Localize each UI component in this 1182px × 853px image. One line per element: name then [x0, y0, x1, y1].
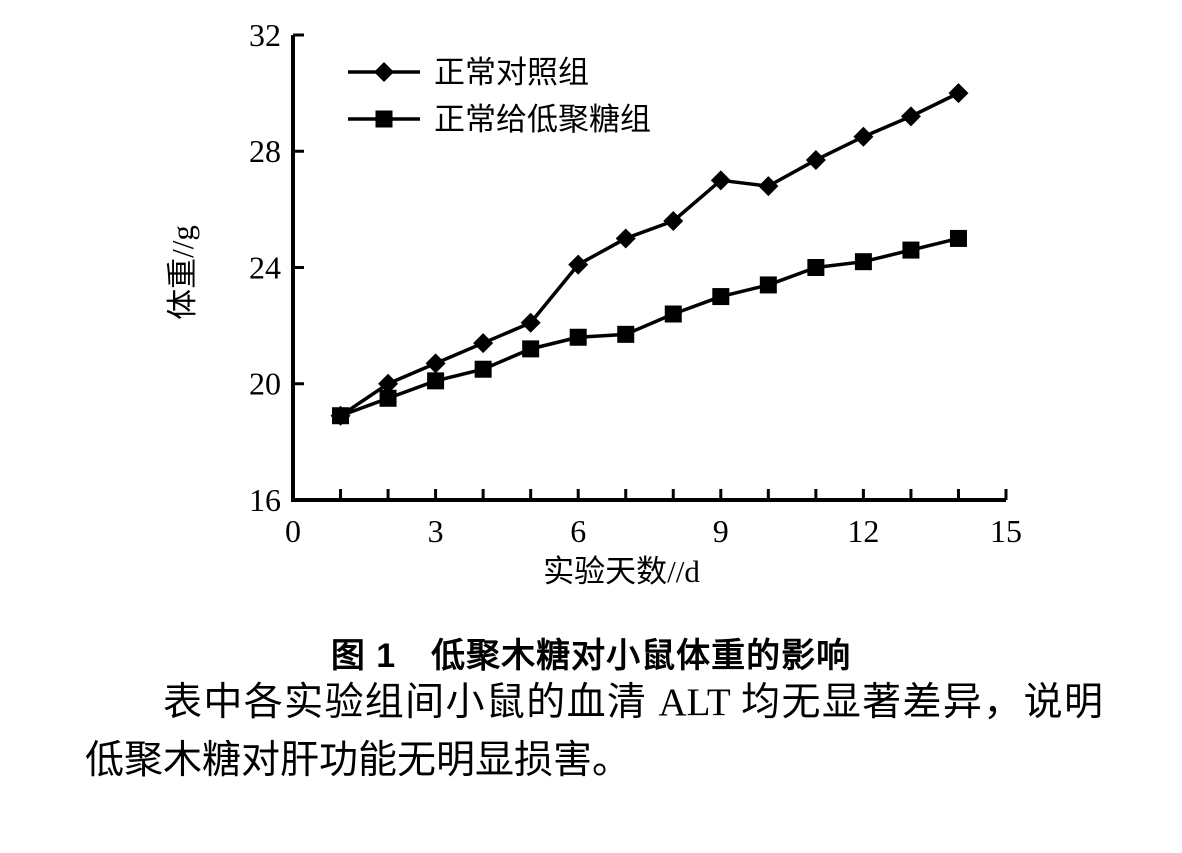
- data-point-square: [379, 389, 397, 407]
- data-point-square: [949, 229, 967, 247]
- data-point-diamond: [378, 373, 399, 394]
- y-tick-label: 28: [249, 133, 281, 169]
- data-point-diamond: [948, 83, 969, 104]
- data-point-square: [807, 259, 825, 276]
- x-tick-label: 9: [713, 513, 729, 549]
- legend-entry-label-0: 正常对照组: [434, 55, 589, 90]
- data-point-square: [902, 241, 920, 259]
- series-1: [332, 229, 967, 425]
- y-tick-label: 24: [249, 249, 281, 285]
- x-tick-label: 12: [847, 513, 879, 549]
- data-point-diamond: [615, 228, 636, 249]
- data-point-square: [522, 340, 540, 358]
- data-point-square: [427, 372, 445, 390]
- data-point-square: [332, 407, 350, 425]
- series-0-line: [339, 91, 960, 418]
- data-point-square: [854, 253, 872, 271]
- y-tick-label: 16: [249, 482, 281, 518]
- data-point-diamond: [568, 254, 589, 275]
- y-axis-title: 体重//g: [165, 225, 200, 320]
- data-point-diamond: [374, 62, 394, 82]
- x-tick-label: 0: [285, 513, 301, 549]
- y-tick-label: 20: [249, 366, 281, 402]
- data-point-diamond: [900, 106, 921, 127]
- body-paragraph: 表中各实验组间小鼠的血清 ALT 均无显著差异，说明低聚木糖对肝功能无明显损害。: [85, 681, 1103, 782]
- data-point-diamond: [520, 312, 541, 333]
- data-point-diamond: [805, 149, 826, 170]
- data-point-diamond: [758, 176, 779, 197]
- data-point-diamond: [710, 170, 731, 191]
- data-point-square: [569, 328, 587, 346]
- data-point-square: [474, 360, 492, 378]
- data-point-square: [664, 305, 682, 323]
- x-tick-label: 3: [428, 513, 444, 549]
- data-point-diamond: [663, 211, 684, 231]
- legend-entry-label-1: 正常给低聚糖组: [434, 102, 651, 137]
- data-point-diamond: [425, 353, 446, 374]
- y-tick-label: 32: [249, 17, 281, 53]
- x-axis-title: 实验天数//d: [543, 554, 700, 589]
- data-point-square: [759, 276, 777, 294]
- figure-caption: 图 1 低聚木糖对小鼠体重的影响: [330, 637, 852, 675]
- data-point-square: [617, 325, 635, 343]
- x-tick-label: 15: [990, 513, 1022, 549]
- data-point-square: [375, 110, 393, 128]
- data-point-diamond: [853, 126, 874, 147]
- data-point-square: [712, 288, 730, 306]
- data-point-diamond: [473, 333, 494, 354]
- weight-line-chart: 16 20 24 28 32 0 3 6 9 12 15 实验天数//d 体重//g 正常对照组正常给低聚…: [165, 17, 1022, 589]
- x-tick-label: 6: [570, 513, 586, 549]
